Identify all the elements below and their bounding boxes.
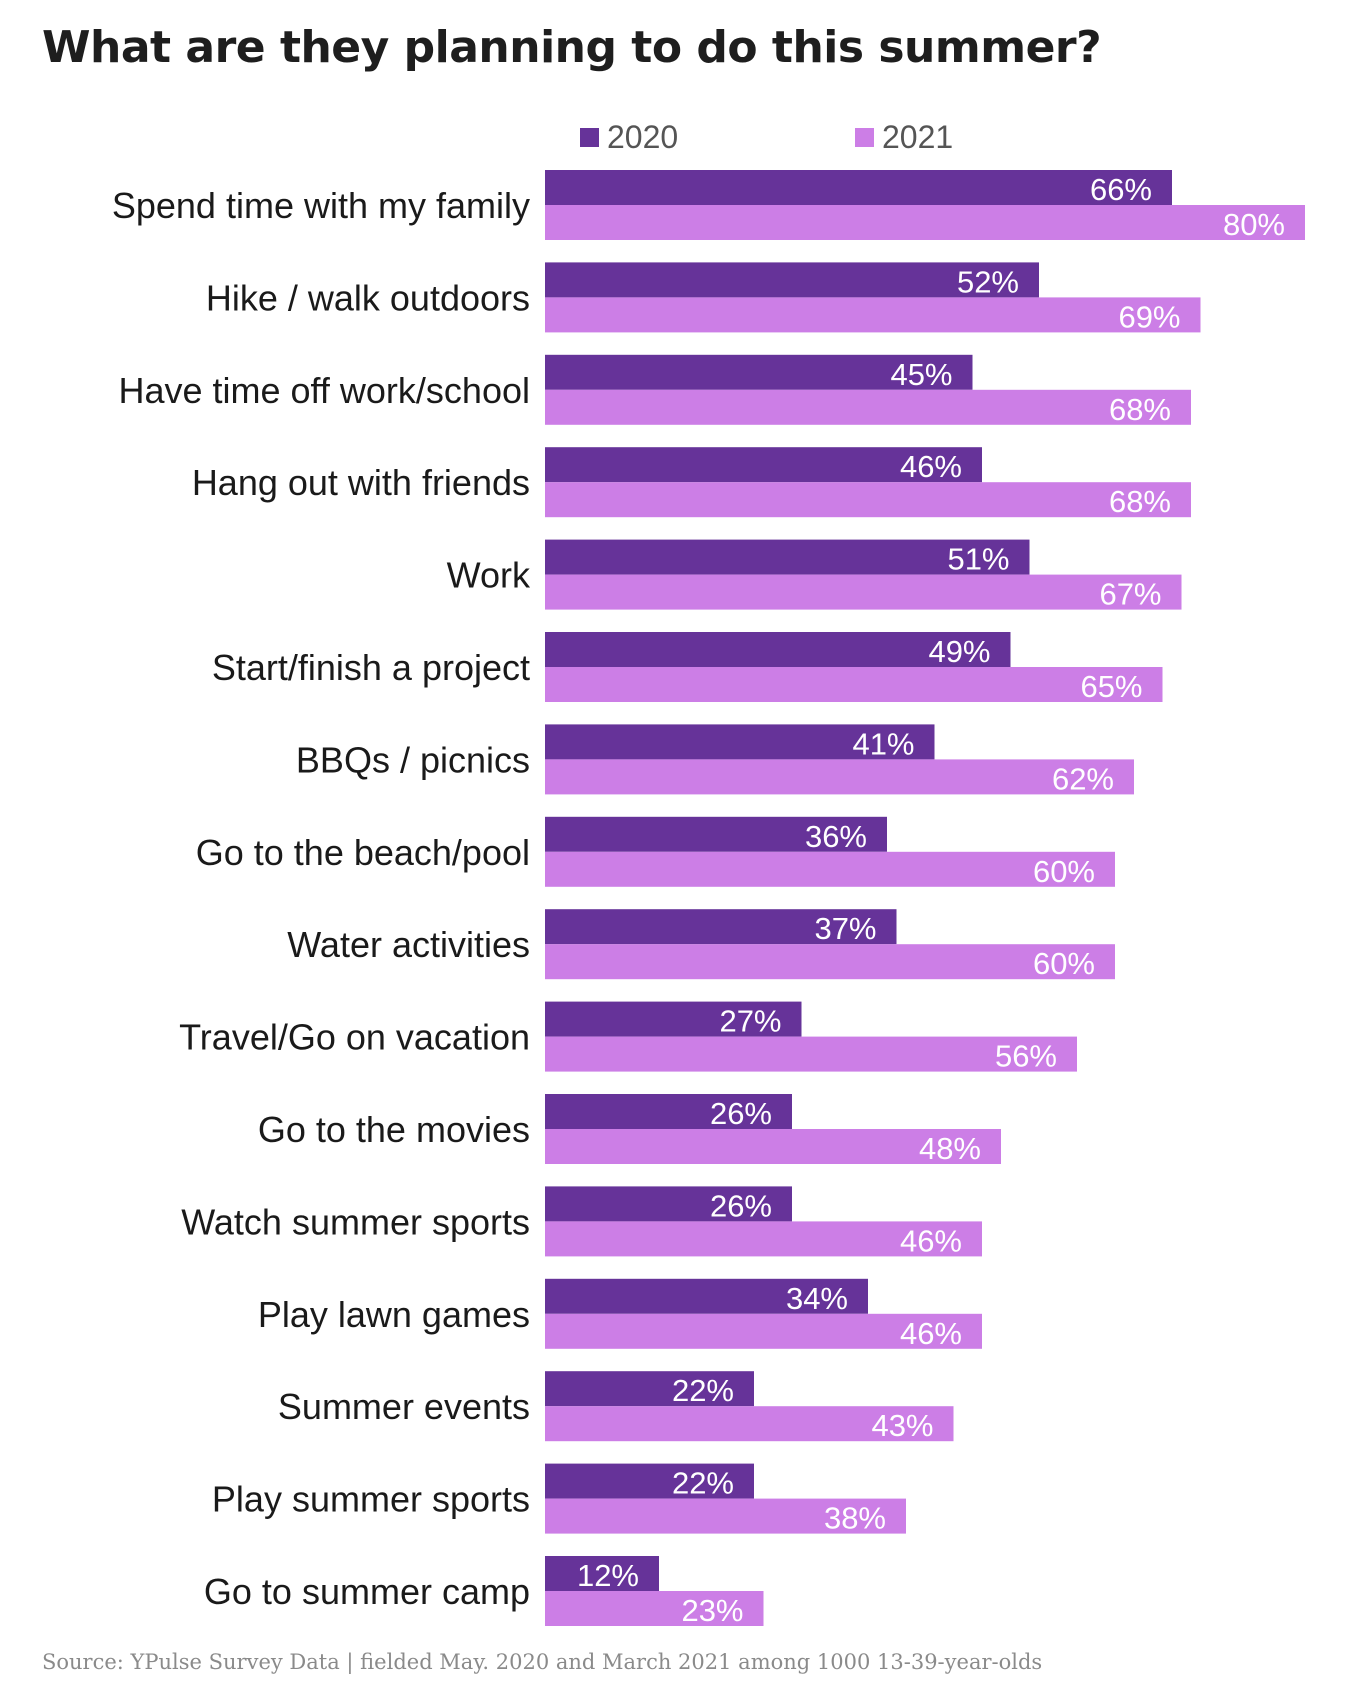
data-label-2020: 12% [577,1558,639,1593]
bar-2020 [545,1556,659,1591]
legend-swatch-2020 [580,128,599,147]
category-label: Watch summer sports [181,1201,530,1242]
category-label: Go to the beach/pool [196,832,530,873]
bar-2021 [545,482,1191,518]
bar-2021 [545,297,1201,333]
data-label-2021: 60% [1033,946,1095,981]
data-label-2020: 41% [852,726,914,761]
category-label: Spend time with my family [112,185,530,226]
bar-2021 [545,1498,906,1534]
data-label-2021: 38% [824,1501,886,1536]
bar-2021 [545,1591,764,1626]
bar-2020 [545,1371,754,1407]
bar-2020 [545,909,897,945]
category-label: Start/finish a project [212,647,530,688]
bar-2020 [545,170,1172,205]
bar-2021 [545,205,1305,240]
legend-label-2021: 2021 [882,119,953,155]
bar-2020 [545,539,1030,575]
data-label-2021: 60% [1033,854,1095,889]
category-label: BBQs / picnics [296,739,530,780]
category-label: Play lawn games [258,1294,530,1335]
data-label-2021: 48% [919,1131,981,1166]
category-label: Hike / walk outdoors [206,277,530,318]
data-label-2021: 46% [900,1316,962,1351]
legend-swatch-2021 [855,128,874,147]
data-label-2020: 36% [805,819,867,854]
data-label-2021: 68% [1109,392,1171,427]
data-label-2020: 37% [814,911,876,946]
bar-2020 [545,262,1039,298]
bar-2021 [545,1406,954,1442]
bar-2021 [545,851,1115,887]
bar-2020 [545,1186,792,1222]
bar-2020 [545,724,935,760]
data-label-2021: 68% [1109,484,1171,519]
category-label: Have time off work/school [118,370,530,411]
data-label-2020: 22% [672,1373,734,1408]
bar-2020 [545,1463,754,1499]
data-label-2021: 46% [900,1223,962,1258]
category-label: Water activities [287,924,530,965]
source-note: Source: YPulse Survey Data | fielded May… [42,1650,1043,1674]
category-label: Hang out with friends [192,462,530,503]
data-label-2020: 52% [957,264,1019,299]
bar-2021 [545,1129,1001,1164]
data-label-2020: 46% [900,449,962,484]
bar-2021 [545,667,1163,702]
data-label-2021: 80% [1223,207,1285,242]
data-label-2021: 65% [1080,669,1142,704]
legend-label-2020: 2020 [607,119,678,155]
bar-2021 [545,759,1134,795]
bar-2021 [545,1036,1077,1072]
data-label-2020: 49% [928,634,990,669]
data-label-2021: 62% [1052,761,1114,796]
bar-2020 [545,632,1011,667]
bar-2021 [545,944,1115,980]
bar-2020 [545,1001,802,1037]
bar-2020 [545,1278,868,1314]
data-label-2021: 56% [995,1039,1057,1074]
category-label: Travel/Go on vacation [179,1017,530,1058]
data-label-2020: 27% [719,1004,781,1039]
data-label-2020: 26% [710,1096,772,1131]
data-label-2020: 66% [1090,172,1152,207]
category-label: Go to summer camp [204,1571,530,1612]
bar-2021 [545,1313,982,1349]
bar-2020 [545,816,887,852]
bar-2020 [545,354,973,390]
chart-title: What are they planning to do this summer… [42,22,1102,73]
bar-2021 [545,1221,982,1257]
data-label-2021: 23% [681,1593,743,1628]
category-label: Go to the movies [258,1109,530,1150]
bar-2021 [545,389,1191,425]
data-label-2020: 45% [890,357,952,392]
bar-2020 [545,447,982,483]
data-label-2021: 69% [1118,299,1180,334]
data-label-2020: 22% [672,1466,734,1501]
category-label: Work [447,555,531,596]
bar-2021 [545,574,1182,610]
category-label: Play summer sports [212,1479,530,1520]
data-label-2020: 51% [947,542,1009,577]
data-label-2020: 34% [786,1281,848,1316]
data-label-2021: 67% [1099,577,1161,612]
bar-2020 [545,1094,792,1129]
data-label-2021: 43% [871,1408,933,1443]
category-label: Summer events [278,1386,530,1427]
data-label-2020: 26% [710,1188,772,1223]
